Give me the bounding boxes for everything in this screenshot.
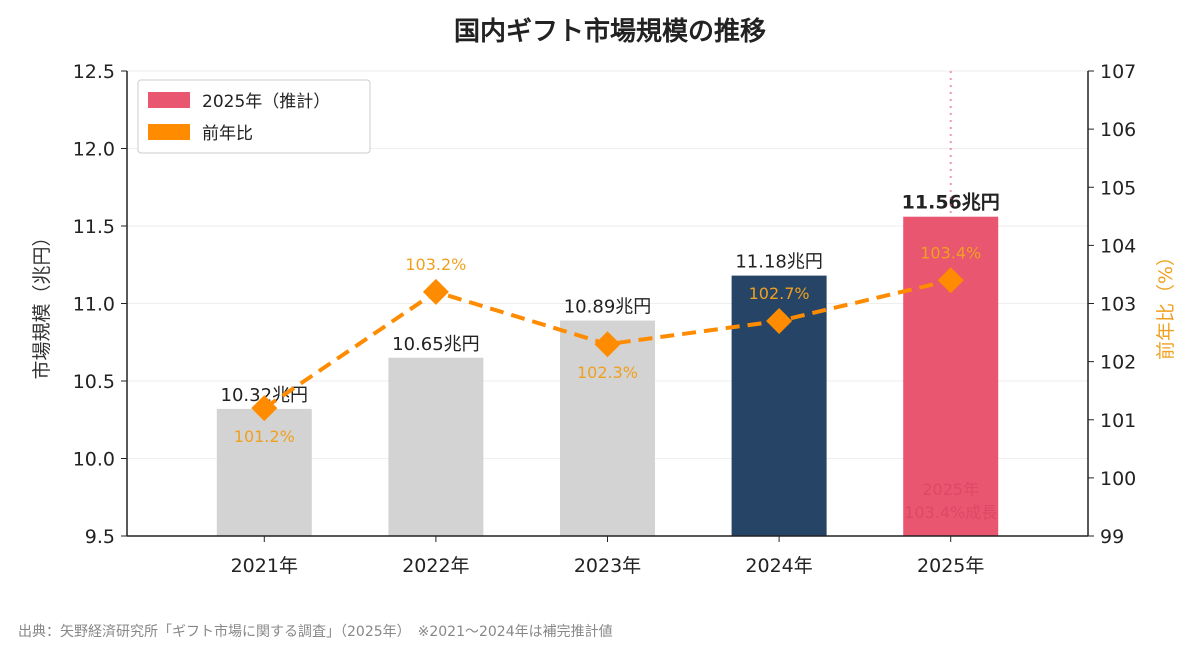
ratio-label: 103.2% [405, 255, 466, 274]
y-tick-label: 10.5 [73, 371, 115, 393]
ratio-label: 102.3% [577, 363, 638, 382]
chart-title: 国内ギフト市場規模の推移 [454, 16, 766, 47]
y-axis-label: 市場規模（兆円） [31, 227, 53, 379]
ratio-label: 101.2% [234, 427, 295, 446]
y-tick-label: 12.5 [73, 61, 115, 83]
y-right-tick-label: 107 [1100, 61, 1136, 83]
y-right-tick-label: 105 [1100, 177, 1136, 199]
y-right-tick-label: 104 [1100, 235, 1136, 257]
x-tick-label: 2022年 [402, 555, 469, 577]
x-tick-label: 2021年 [231, 555, 298, 577]
x-tick-label: 2024年 [745, 555, 812, 577]
annotation-line-2: 103.4%成長 [904, 503, 997, 522]
legend-box [137, 79, 371, 154]
y-right-tick-label: 101 [1100, 410, 1136, 432]
legend-label: 前年比 [202, 124, 253, 144]
ratio-marker [251, 395, 278, 422]
ratio-label: 103.4% [920, 243, 981, 262]
y-tick-label: 10.0 [73, 449, 115, 471]
y-tick-label: 9.5 [85, 526, 115, 548]
annotation-line-1: 2025年 [922, 480, 979, 499]
x-tick-label: 2025年 [917, 555, 984, 577]
y-right-axis-label: 前年比（%） [1155, 247, 1177, 360]
y-right-tick-label: 103 [1100, 294, 1136, 316]
legend-swatch [148, 92, 190, 108]
legend-swatch [148, 124, 190, 140]
legend: 2025年（推計） 前年比 [137, 79, 371, 154]
source-note: 出典：矢野経済研究所「ギフト市場に関する調査」（2025年） ※2021〜202… [18, 623, 613, 640]
ratio-marker [422, 278, 449, 305]
bar-label: 10.65兆円 [392, 334, 480, 355]
legend-label: 2025年（推計） [202, 92, 330, 112]
y-tick-label: 11.5 [73, 216, 115, 238]
bar [388, 357, 484, 536]
y-tick-label: 12.0 [73, 139, 115, 161]
ratio-marker [766, 307, 793, 334]
y-right-tick-label: 106 [1100, 119, 1136, 141]
bar-label: 11.18兆円 [735, 252, 823, 273]
ratio-marker [594, 331, 621, 358]
y-right-tick-label: 100 [1100, 468, 1136, 490]
bar-label: 11.56兆円 [902, 192, 1000, 214]
y-right-tick-label: 99 [1100, 526, 1124, 548]
bar [216, 408, 312, 536]
y-right-tick-label: 102 [1100, 352, 1136, 374]
ratio-marker [937, 267, 964, 294]
bar-label: 10.89兆円 [564, 297, 652, 318]
y-tick-label: 11.0 [73, 294, 115, 316]
ratio-label: 102.7% [749, 284, 810, 303]
x-tick-label: 2023年 [574, 555, 641, 577]
